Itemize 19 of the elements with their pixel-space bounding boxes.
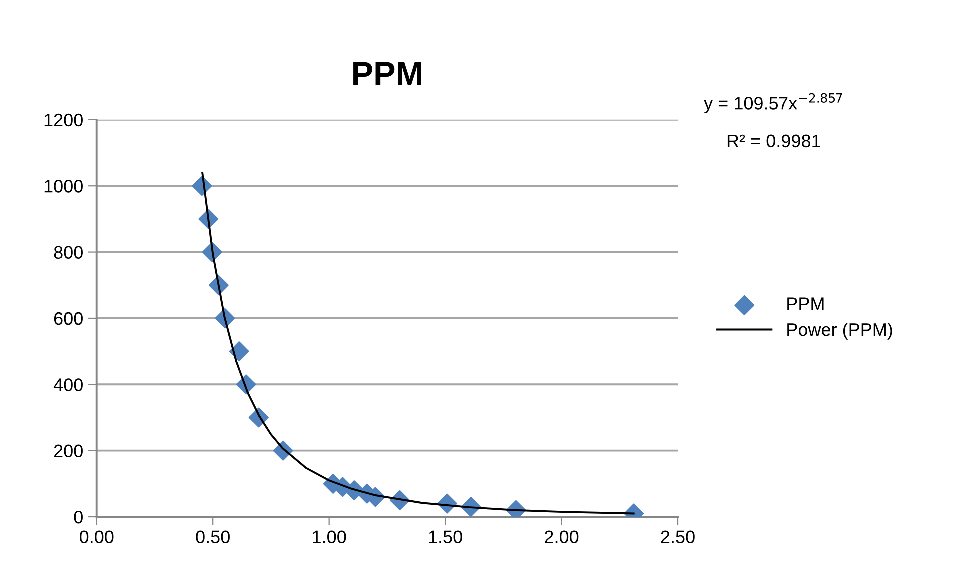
x-tick-label: 0.00 (80, 530, 114, 544)
x-tick-label: 2.00 (545, 530, 579, 544)
y-tick-label: 0 (74, 510, 83, 524)
y-tick-label: 600 (54, 312, 83, 326)
x-tick-label: 1.50 (429, 530, 462, 544)
y-tick-label: 400 (54, 378, 83, 392)
point (229, 342, 250, 362)
x-tick-label: 0.50 (196, 530, 230, 544)
y-tick-label: 200 (54, 444, 83, 458)
legend-label: Power (PPM) (788, 322, 892, 340)
text: y = 109.57x$^{−2.857}$ (704, 93, 842, 114)
x-tick-label: 1.00 (313, 530, 346, 544)
y-tick-label: 800 (54, 246, 83, 260)
x-tick-label: 2.50 (661, 530, 695, 544)
y-tick-label: 1000 (44, 180, 83, 193)
chart-title: PPM (354, 62, 422, 86)
y-tick-label: 1200 (44, 114, 83, 127)
legend-label: PPM (788, 298, 824, 310)
text: R² = 0.9981 (728, 134, 820, 148)
